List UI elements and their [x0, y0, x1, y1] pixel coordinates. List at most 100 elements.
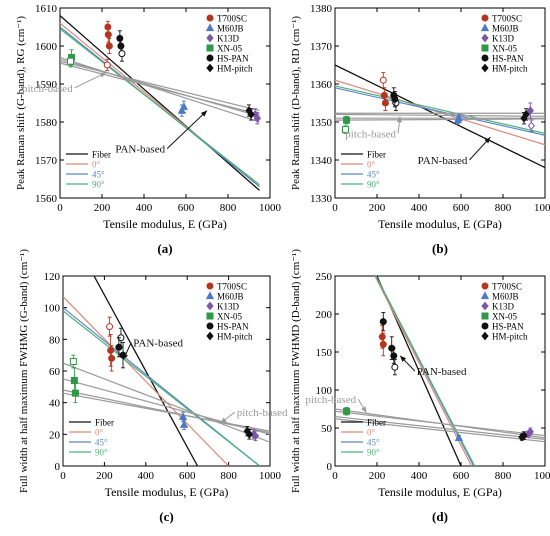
- y-tick-label: 1590: [35, 79, 58, 91]
- fit-lines: [63, 276, 270, 466]
- legend-marker-K13D: [206, 301, 214, 311]
- x-tick-label: 0: [60, 470, 66, 482]
- y-tick-label: 1610: [35, 3, 58, 15]
- y-tick-label: 60: [49, 366, 61, 378]
- annotation-arrowhead: [99, 72, 107, 78]
- x-axis-label: Tensile modulus, E (GPa): [105, 485, 229, 499]
- legend-line-label: 45°: [367, 170, 380, 180]
- fit-line-0deg: [63, 296, 230, 466]
- x-tick-label: 1000: [259, 470, 282, 482]
- legend-marker-K13D: [481, 33, 489, 43]
- legend-marker-label: HS-PAN: [492, 54, 524, 64]
- data-point-K13D: [526, 106, 534, 115]
- legend-marker-T700SC: [481, 14, 489, 22]
- fit-line-pitch: [63, 362, 270, 443]
- legend-line-label: 0°: [95, 428, 104, 438]
- data-point-XN-05: [69, 358, 77, 365]
- y-tick-label: 1570: [35, 155, 58, 167]
- data-point-T700SC: [107, 346, 115, 354]
- legend-marker-label: K13D: [492, 34, 514, 44]
- legend-line-label: 45°: [92, 170, 105, 180]
- data-point-T700SC: [108, 354, 116, 362]
- fit-line-pitch: [335, 416, 545, 440]
- data-point-K13D: [524, 429, 532, 439]
- legend-marker-T700SC: [206, 282, 214, 290]
- legend-marker-XN-05: [481, 44, 489, 52]
- data-point-T700SC: [381, 99, 389, 107]
- legend-line-label: 0°: [367, 428, 376, 438]
- legend-marker-label: M60JB: [492, 292, 519, 302]
- legend-line-label: 0°: [367, 160, 376, 170]
- data-point-T700SC: [379, 340, 387, 348]
- fit-line-pitch: [60, 58, 260, 117]
- data-point-HS-PAN: [390, 352, 398, 360]
- x-tick-label: 800: [495, 202, 512, 214]
- legend-marker-label: XN-05: [492, 312, 517, 322]
- y-tick-label: 1350: [310, 117, 333, 129]
- fit-line-pitch: [335, 113, 545, 117]
- x-tick-label: 400: [136, 202, 153, 214]
- legend-marker-label: XN-05: [492, 44, 517, 54]
- data-point-HS-PAN: [118, 50, 126, 58]
- x-tick-label: 600: [178, 202, 195, 214]
- x-tick-label: 200: [369, 202, 386, 214]
- x-tick-label: 200: [94, 202, 111, 214]
- fit-line-45deg: [335, 87, 545, 136]
- y-tick-label: 1370: [310, 41, 333, 53]
- data-point-HS-PAN: [379, 318, 387, 326]
- fit-lines: [60, 15, 260, 191]
- legend-marker-HM-pitch: [481, 63, 489, 73]
- data-point-HM-pitch: [518, 432, 526, 442]
- panel-label: (d): [432, 509, 448, 524]
- x-axis-label: Tensile modulus, E (GPa): [378, 485, 502, 499]
- legend-line-label: 90°: [367, 180, 380, 190]
- fit-line-pitch: [63, 389, 270, 434]
- data-point-XN-05: [71, 389, 79, 397]
- y-tick-label: 150: [316, 347, 333, 359]
- y-tick-label: 100: [316, 385, 333, 397]
- y-tick-label: 120: [44, 271, 61, 283]
- x-tick-label: 400: [411, 202, 428, 214]
- x-tick-label: 800: [220, 202, 237, 214]
- fit-line-pitch: [60, 62, 260, 115]
- annotation-arrowhead: [484, 137, 491, 144]
- legend-marker-K13D: [206, 33, 214, 43]
- panel-label: (c): [159, 509, 173, 524]
- data-point-HS-PAN: [116, 34, 124, 42]
- legend-marker-label: T700SC: [492, 282, 522, 292]
- data-points: [342, 72, 536, 134]
- legend-line-label: 90°: [367, 448, 380, 458]
- legend-line-label: 45°: [367, 438, 380, 448]
- legend-marker-label: XN-05: [217, 44, 242, 54]
- annotation-label: PAN-based: [115, 144, 165, 156]
- legend-line-label: Fiber: [367, 418, 386, 428]
- x-tick-label: 200: [369, 470, 386, 482]
- legend-marker-label: HS-PAN: [492, 322, 524, 332]
- chart-panel-c: 0 200 400 600 800 1000 0 20 40 60 80 100 120 Tensile …: [18, 249, 288, 524]
- x-tick-label: 0: [332, 470, 338, 482]
- chart-panel-a: 0 200 400 600 800 1000 1560 1570 1580 1590 1600 161…: [15, 3, 282, 256]
- legend-marker-label: HM-pitch: [492, 332, 528, 342]
- legend-marker-label: HS-PAN: [217, 322, 249, 332]
- legend-marker-label: M60JB: [492, 24, 519, 34]
- fit-lines: [335, 276, 545, 466]
- chart-panel-d: 0 200 400 600 800 1000 0 50 100 150 200 250 Tensile …: [290, 249, 550, 524]
- data-points: [343, 312, 534, 442]
- x-axis-label: Tensile modulus, E (GPa): [378, 217, 502, 231]
- annotation-label: pitch-based: [345, 128, 396, 140]
- annotation-arrowhead: [220, 417, 227, 424]
- annotation-label: pitch-based: [305, 394, 356, 406]
- annotation-arrowhead: [400, 355, 407, 362]
- fit-line-pitch: [335, 118, 545, 121]
- x-tick-label: 600: [453, 470, 470, 482]
- data-point-M60JB: [453, 115, 462, 124]
- data-points: [67, 20, 262, 125]
- annotation-arrowhead: [123, 353, 128, 360]
- annotation-label: PAN-based: [417, 366, 467, 378]
- y-tick-label: 0: [327, 461, 333, 473]
- fit-line-0deg: [335, 79, 545, 146]
- annotation-arrowhead: [396, 116, 402, 123]
